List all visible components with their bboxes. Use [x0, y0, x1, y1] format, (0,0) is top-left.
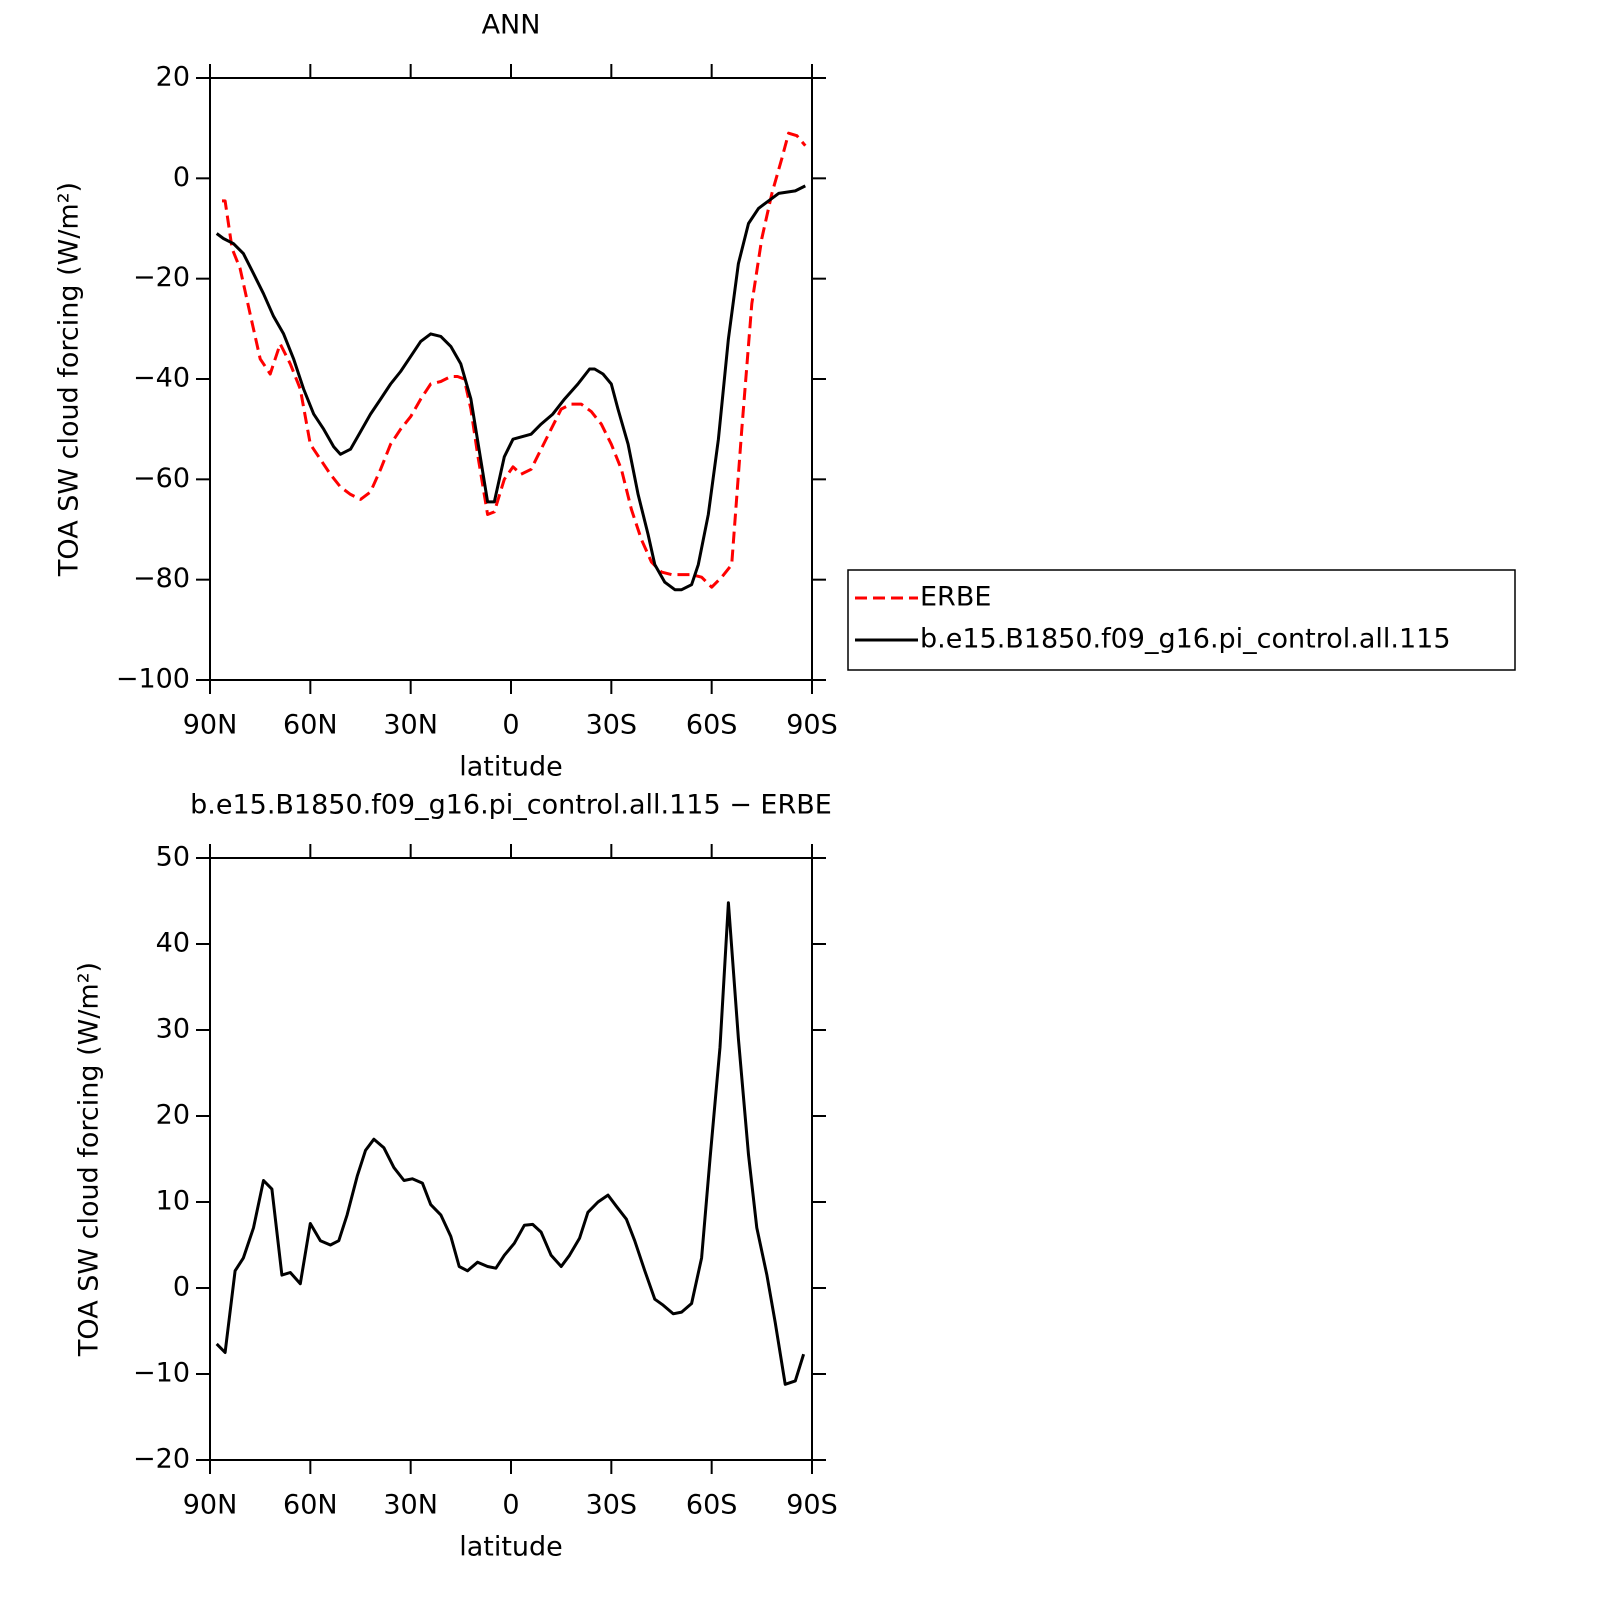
legend-label: ERBE: [920, 582, 991, 613]
x-tick-label: 0: [502, 1490, 519, 1521]
x-tick-label: 30S: [586, 710, 638, 741]
x-tick-label: 60N: [283, 1490, 338, 1521]
data-line: [215, 184, 806, 592]
y-tick-label: 20: [156, 62, 190, 93]
y-tick-label: 20: [156, 1100, 190, 1131]
y-tick-label: −20: [133, 262, 190, 293]
x-tick-label: 90S: [786, 710, 838, 741]
x-tick-label: 60S: [686, 710, 738, 741]
x-axis-label: latitude: [459, 752, 563, 783]
y-axis-label: TOA SW cloud forcing (W/m²): [54, 182, 85, 577]
y-tick-label: −60: [133, 463, 190, 494]
y-tick-label: 10: [156, 1186, 190, 1217]
y-tick-label: 30: [156, 1014, 190, 1045]
y-tick-label: 50: [156, 842, 190, 873]
data-line: [222, 131, 807, 589]
x-tick-label: 60S: [686, 1490, 738, 1521]
y-tick-label: 0: [173, 1272, 190, 1303]
y-tick-label: −10: [133, 1358, 190, 1389]
x-tick-label: 30S: [586, 1490, 638, 1521]
x-tick-label: 30N: [383, 710, 438, 741]
chart-title: ANN: [482, 10, 541, 41]
y-axis-label: TOA SW cloud forcing (W/m²): [74, 962, 105, 1357]
data-line: [215, 901, 806, 1386]
y-tick-label: −100: [116, 664, 190, 695]
chart-title: b.e15.B1850.f09_g16.pi_control.all.115 −…: [190, 790, 832, 821]
x-tick-label: 60N: [283, 710, 338, 741]
plot-frame: [209, 77, 813, 681]
x-tick-label: 30N: [383, 1490, 438, 1521]
y-tick-label: −80: [133, 563, 190, 594]
x-tick-label: 90N: [183, 1490, 238, 1521]
legend-label: b.e15.B1850.f09_g16.pi_control.all.115: [920, 624, 1451, 655]
x-tick-label: 90N: [183, 710, 238, 741]
y-tick-label: 0: [173, 162, 190, 193]
x-axis-label: latitude: [459, 1532, 563, 1563]
x-tick-label: 90S: [786, 1490, 838, 1521]
y-tick-label: 40: [156, 928, 190, 959]
x-tick-label: 0: [502, 710, 519, 741]
y-tick-label: −40: [133, 363, 190, 394]
plot-frame: [209, 857, 813, 1461]
y-tick-label: −20: [133, 1444, 190, 1475]
legend-box: [847, 569, 1516, 671]
